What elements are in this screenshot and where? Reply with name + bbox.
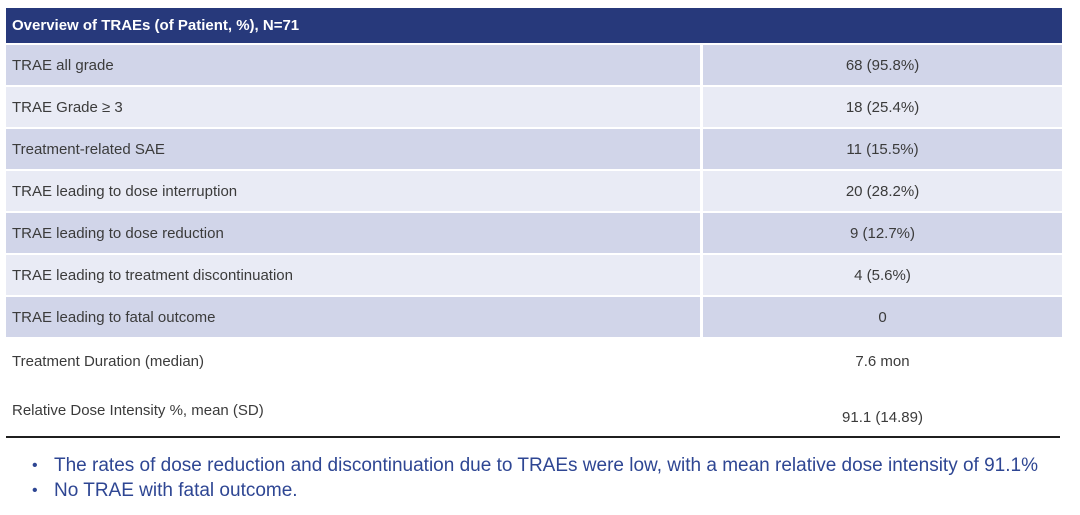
row-value: 20 (28.2%) — [703, 171, 1062, 211]
row-label: TRAE leading to fatal outcome — [6, 297, 700, 337]
list-item: • The rates of dose reduction and discon… — [32, 453, 1076, 478]
table-row: TRAE leading to treatment discontinuatio… — [6, 255, 1062, 295]
row-value: 0 — [703, 297, 1062, 337]
row-value: 68 (95.8%) — [703, 45, 1062, 85]
row-label: TRAE leading to dose reduction — [6, 213, 700, 253]
list-item: • No TRAE with fatal outcome. — [32, 478, 1076, 503]
row-label: Treatment-related SAE — [6, 129, 700, 169]
row-value: 4 (5.6%) — [703, 255, 1062, 295]
row-label: TRAE leading to treatment discontinuatio… — [6, 255, 700, 295]
bullet-icon: • — [32, 457, 38, 474]
row-label: TRAE all grade — [6, 45, 700, 85]
table-row: TRAE leading to dose reduction 9 (12.7%) — [6, 213, 1062, 253]
horizontal-rule — [6, 436, 1060, 438]
table-header-title: Overview of TRAEs (of Patient, %), N=71 — [6, 8, 1062, 43]
table-row: Relative Dose Intensity %, mean (SD) 91.… — [6, 386, 1062, 441]
note-text: The rates of dose reduction and disconti… — [54, 455, 1038, 476]
table-row: TRAE leading to fatal outcome 0 — [6, 297, 1062, 337]
row-value: 91.1 (14.89) — [703, 393, 1062, 441]
table-row: TRAE leading to dose interruption 20 (28… — [6, 171, 1062, 211]
row-label: Treatment Duration (median) — [6, 339, 700, 384]
table-row: TRAE all grade 68 (95.8%) — [6, 45, 1062, 85]
note-text: No TRAE with fatal outcome. — [54, 480, 298, 501]
row-label: TRAE leading to dose interruption — [6, 171, 700, 211]
row-label: TRAE Grade ≥ 3 — [6, 87, 700, 127]
row-value: 18 (25.4%) — [703, 87, 1062, 127]
trae-overview-table: Overview of TRAEs (of Patient, %), N=71 … — [6, 8, 1062, 441]
table-row: Treatment-related SAE 11 (15.5%) — [6, 129, 1062, 169]
table-row: TRAE Grade ≥ 3 18 (25.4%) — [6, 87, 1062, 127]
bullet-icon: • — [32, 482, 38, 499]
row-value: 7.6 mon — [703, 339, 1062, 384]
row-value: 11 (15.5%) — [703, 129, 1062, 169]
table-row: Treatment Duration (median) 7.6 mon — [6, 339, 1062, 384]
summary-notes: • The rates of dose reduction and discon… — [32, 453, 1076, 503]
row-value: 9 (12.7%) — [703, 213, 1062, 253]
row-label: Relative Dose Intensity %, mean (SD) — [6, 386, 700, 434]
